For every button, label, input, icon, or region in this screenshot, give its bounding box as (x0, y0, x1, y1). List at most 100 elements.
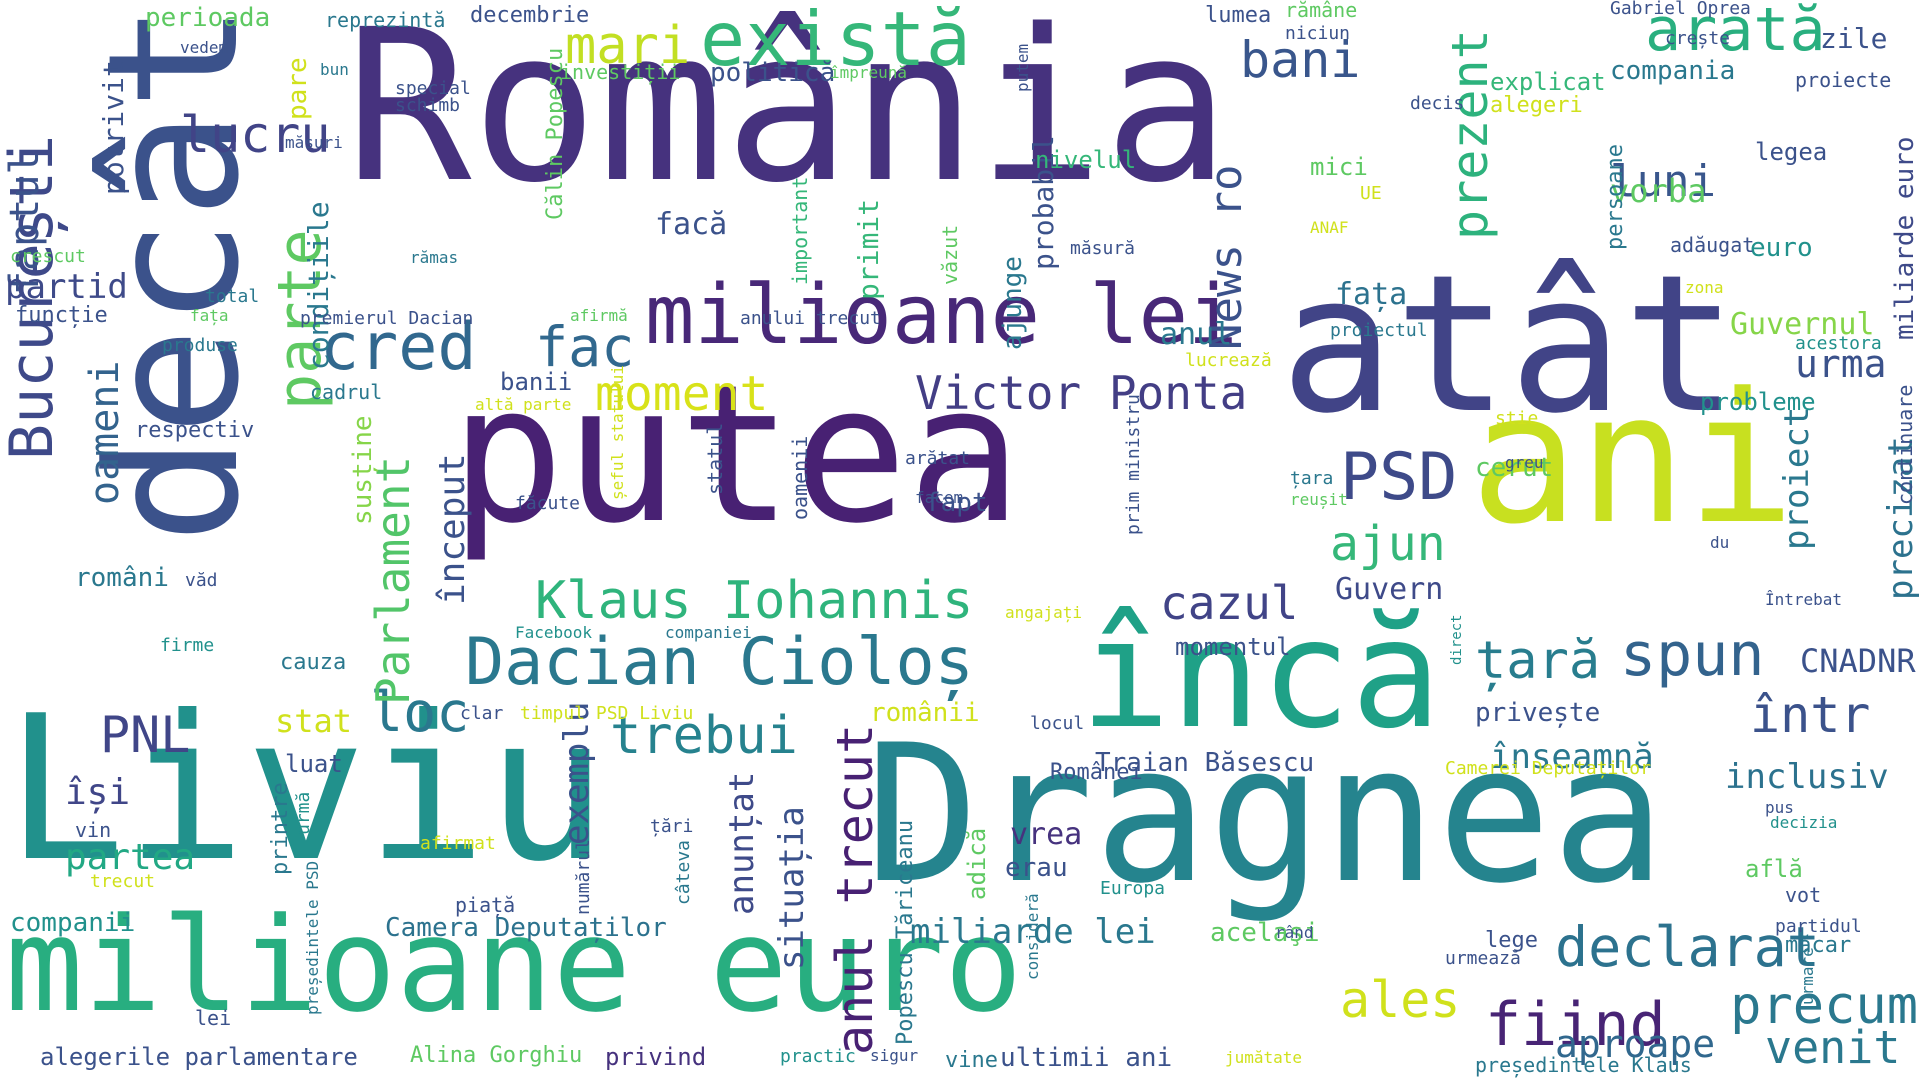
cloud-word: zona (1685, 278, 1724, 297)
cloud-word: urma (1795, 342, 1887, 386)
cloud-word: prim ministru (1123, 394, 1144, 535)
cloud-word: măsuri (285, 133, 343, 152)
cloud-word: important (788, 176, 812, 285)
cloud-word: respectiv (135, 418, 255, 443)
cloud-word: loc (370, 680, 470, 744)
cloud-word: schimb (395, 95, 461, 116)
cloud-word: crește (1665, 28, 1731, 49)
cloud-word: trebui (610, 706, 798, 766)
cloud-word: decembrie (470, 3, 590, 28)
cloud-word: cazul (1160, 576, 1299, 630)
cloud-word: jumătate (1225, 1048, 1303, 1067)
cloud-word: aproape (1555, 1022, 1716, 1066)
cloud-word: milioane euro (5, 889, 1023, 1041)
cloud-word: anul (1160, 317, 1233, 352)
cloud-word: luat (285, 750, 343, 778)
cloud-word: Klaus Iohannis (535, 571, 974, 631)
cloud-word: reușit (1290, 490, 1348, 509)
cloud-word: total (205, 286, 260, 307)
cloud-word: Traian Băsescu (1095, 748, 1315, 778)
cloud-word: fac (535, 315, 635, 379)
cloud-word: există (700, 0, 971, 83)
cloud-word: oamenii (788, 435, 812, 520)
cloud-word: acelaşi (1210, 918, 1320, 948)
cloud-word: privește (1475, 698, 1601, 728)
cloud-word: decizia (1770, 813, 1838, 832)
cloud-word: președintele Klaus (1475, 1053, 1692, 1077)
cloud-word: crescut (10, 246, 86, 267)
cloud-word: lucrează (1185, 350, 1272, 371)
cloud-word: rămas (410, 248, 459, 267)
cloud-word: declarat (1555, 915, 1820, 979)
cloud-word: stat (275, 702, 353, 740)
cloud-word: du (1710, 533, 1730, 552)
cloud-word: lei (195, 1006, 232, 1030)
cloud-word: vot (1785, 883, 1822, 907)
cloud-word: câteva (673, 839, 694, 905)
cloud-word: banii (500, 368, 573, 396)
cloud-word: ajun (1330, 516, 1446, 572)
cloud-word: locul (1030, 713, 1085, 734)
cloud-word: pus (1765, 798, 1794, 817)
cloud-word: fața (190, 306, 229, 325)
cloud-word: anului trecut (740, 308, 881, 329)
cloud-word: văd (185, 570, 218, 591)
cloud-word: fiind (1485, 990, 1666, 1060)
cloud-word: partid (5, 267, 128, 307)
cloud-word: funcție (15, 303, 108, 328)
cloud-word: miliarde euro (1890, 136, 1920, 341)
cloud-word: PSD (1340, 440, 1458, 515)
cloud-word: rămâne (1285, 0, 1358, 22)
cloud-word: români (75, 563, 169, 593)
cloud-word: privind (605, 1043, 707, 1071)
cloud-word: sigur (870, 1046, 919, 1065)
cloud-word: rând (1275, 923, 1314, 942)
cloud-word: încă (1080, 588, 1442, 762)
cloud-word: trecut (90, 871, 156, 892)
cloud-word: companii (10, 908, 136, 938)
cloud-word: adăugat (1670, 233, 1755, 257)
cloud-word: greu (1505, 453, 1544, 472)
cloud-word: ultimii ani (1000, 1043, 1173, 1073)
cloud-word: produse (162, 335, 238, 356)
cloud-word: proiectul (1330, 320, 1428, 341)
cloud-word: practic (780, 1046, 856, 1067)
cloud-word: alegerile parlamentare (40, 1043, 358, 1071)
cloud-word: alegeri (1490, 93, 1583, 118)
cloud-word: companiei (665, 623, 752, 642)
cloud-word: vin (75, 818, 112, 842)
cloud-word: politică (710, 58, 836, 88)
cloud-word: afirmat (420, 833, 496, 854)
cloud-word: legea (1755, 138, 1828, 166)
cloud-word: persoane (1603, 144, 1628, 250)
cloud-word: adică (963, 827, 991, 900)
cloud-word: clar (460, 703, 504, 724)
cloud-word: printre (268, 782, 293, 875)
cloud-word: statul (703, 422, 727, 495)
cloud-word: erau (1005, 853, 1068, 883)
cloud-word: mari (565, 16, 691, 76)
cloud-word: mici (1310, 153, 1368, 181)
cloud-word: împreună (830, 63, 908, 82)
cloud-word: Camerei Deputaților (1445, 758, 1651, 779)
cloud-word: inclusiv (1725, 757, 1889, 797)
cloud-word: urmare (1798, 947, 1817, 1005)
cloud-word: consideră (1023, 893, 1042, 980)
cloud-word: lege (1485, 928, 1538, 953)
cloud-word: început (432, 453, 473, 605)
cloud-word: afirmă (570, 306, 628, 325)
cloud-word: președintele PSD (303, 860, 322, 1015)
cloud-word: știe (1495, 408, 1539, 429)
cloud-word: bun (320, 60, 349, 79)
cloud-word: cred (320, 310, 477, 385)
cloud-word: lumea (1205, 3, 1272, 28)
cloud-word: special (395, 78, 471, 99)
cloud-word: continuare (1893, 384, 1917, 505)
cloud-word: investiții (560, 60, 681, 84)
cloud-word: moment (595, 366, 769, 422)
cloud-word: Călin Popescu (543, 47, 568, 220)
cloud-word: pare (283, 57, 313, 120)
cloud-word: urmează (1445, 948, 1521, 969)
cloud-word: oameni (82, 360, 128, 506)
